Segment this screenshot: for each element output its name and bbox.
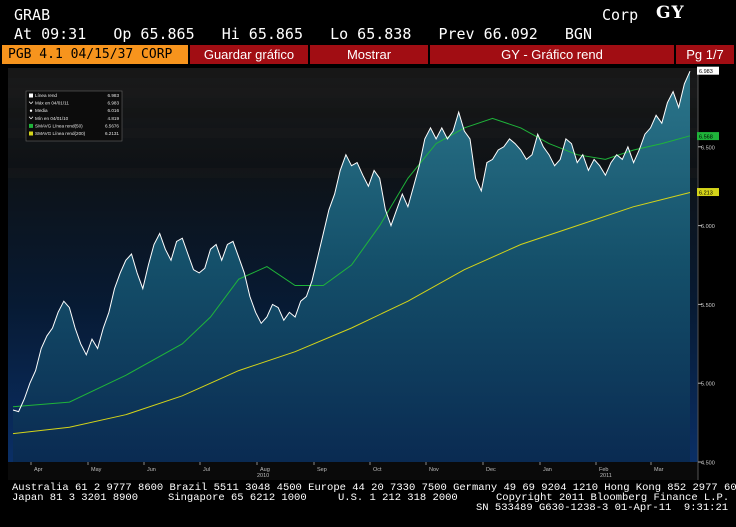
last-sma50-label-bg xyxy=(697,132,719,141)
footer-copyright: Copyright 2011 Bloomberg Finance L.P. xyxy=(496,492,730,504)
footer-us: U.S. 1 212 318 2000 xyxy=(338,492,458,504)
year-label: 2011 xyxy=(600,473,612,479)
legend-label: Línea rend xyxy=(35,93,57,98)
x-tick-label: Apr xyxy=(34,467,43,473)
band-stripe xyxy=(8,88,698,98)
x-tick-label: Mar xyxy=(654,467,664,473)
legend-label: SMAVG Línea rend(200) xyxy=(35,131,86,136)
legend-value: 6.016 xyxy=(108,108,120,113)
sma200-line xyxy=(12,192,691,435)
quote-line: At 09:31 Op 65.865 Hi 65.865 Lo 65.838 P… xyxy=(14,25,592,43)
chart-title-tab[interactable]: GY - Gráfico rend xyxy=(430,45,675,64)
last-sma200-label-bg xyxy=(697,188,719,197)
legend-label: Media xyxy=(35,108,48,113)
x-tick-label: Dec xyxy=(486,467,496,473)
footer-singapore: Singapore 65 6212 1000 xyxy=(168,492,307,504)
footer-japan: Japan 81 3 3201 8900 xyxy=(12,492,139,504)
save-chart-button[interactable]: Guardar gráfico xyxy=(190,45,309,64)
chart-svg: 4.500 5.000 5.500 6.000 6.500 6.983 6.568 6.213… xyxy=(8,66,719,480)
show-button[interactable]: Mostrar xyxy=(310,45,429,64)
footer-contacts: Australia 61 2 9777 8600 Brazil 5511 304… xyxy=(12,482,736,494)
footer-session: SN 533489 G630-1238-3 01-Apr-11 9:31:21 xyxy=(476,502,729,514)
x-tick-label: Jan xyxy=(543,467,552,473)
max-marker-icon xyxy=(28,101,34,105)
x-tick-label: Oct xyxy=(373,467,382,473)
y-tick-label: 5.000 xyxy=(701,382,715,388)
legend-label: SMAVG Línea rend(50) xyxy=(35,123,83,128)
market-sector[interactable]: Corp xyxy=(602,6,639,24)
sma50-line xyxy=(12,117,691,408)
band-stripe xyxy=(8,148,698,158)
legend-value: 6.2131 xyxy=(105,131,119,136)
yield-area xyxy=(13,71,690,462)
last-sma50-label: 6.568 xyxy=(699,134,713,140)
band-stripe xyxy=(8,108,698,118)
legend-label: Máx en 04/01/11 xyxy=(35,101,69,106)
x-tick-label: Sep xyxy=(317,467,327,473)
x-axis-band xyxy=(8,462,698,480)
band-stripe xyxy=(8,128,698,138)
yellow-square-icon xyxy=(29,131,33,136)
bullet-icon xyxy=(29,109,33,112)
yield-line xyxy=(12,70,691,413)
legend-value: 6.5676 xyxy=(105,123,119,128)
green-square-icon xyxy=(29,123,33,128)
y-tick-label: 4.500 xyxy=(701,461,715,467)
band-stripe xyxy=(8,68,698,78)
last-sma200-label: 6.213 xyxy=(699,190,713,196)
legend-value: 6.983 xyxy=(108,93,120,98)
x-tick-label: Jul xyxy=(203,467,210,473)
legend-value: 6.983 xyxy=(108,101,120,106)
min-marker-icon xyxy=(28,116,34,120)
x-tick-label: Jun xyxy=(147,467,156,473)
page-indicator[interactable]: Pg 1/7 xyxy=(676,45,734,64)
legend-box xyxy=(25,90,123,142)
x-tick-label: Aug xyxy=(260,467,270,473)
ticker: GRAB xyxy=(14,6,51,24)
y-tick-label: 6.000 xyxy=(701,224,715,230)
x-tick-label: Feb xyxy=(599,467,608,473)
last-yield-label: 6.983 xyxy=(699,69,713,75)
y-tick-label: 6.500 xyxy=(701,145,715,151)
last-yield-label-bg xyxy=(697,66,719,75)
legend-value: 4.819 xyxy=(108,116,120,121)
year-label: 2010 xyxy=(257,473,269,479)
legend-label: Mín en 04/01/10 xyxy=(35,116,69,121)
y-tick-label: 5.500 xyxy=(701,303,715,309)
x-tick-label: May xyxy=(91,467,102,473)
header: GRAB At 09:31 Op 65.865 Hi 65.865 Lo 65.… xyxy=(0,0,736,44)
security-field[interactable]: PGB 4.1 04/15/37 CORP xyxy=(2,45,188,64)
x-tick-label: Nov xyxy=(429,467,439,473)
white-square-icon xyxy=(29,93,33,98)
function-code[interactable]: GY xyxy=(656,3,685,23)
yield-chart[interactable]: 4.500 5.000 5.500 6.000 6.500 6.983 6.568 6.213… xyxy=(8,66,728,480)
